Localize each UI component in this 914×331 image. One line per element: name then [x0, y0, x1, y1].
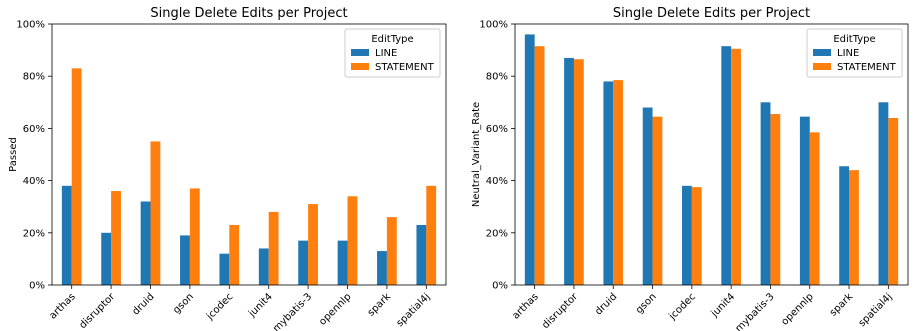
y-tick-label: 80%: [486, 72, 508, 83]
y-tick-label: 80%: [23, 72, 45, 83]
plot-frame: [51, 23, 447, 286]
x-tick-label: opennlp: [780, 291, 816, 327]
bar-line-spatial4j: [416, 224, 427, 285]
y-tick-label: 40%: [23, 176, 45, 187]
x-tick-label: mybatis-3: [733, 291, 776, 331]
chart-title: Single Delete Edits per Project: [150, 6, 347, 21]
x-tick-label: druid: [593, 291, 619, 317]
bar-line-jcodec: [682, 185, 692, 285]
bar-statement-spatial4j: [888, 117, 899, 286]
x-tick-label: gson: [634, 291, 659, 316]
bar-statement-arthas: [534, 46, 545, 286]
legend-swatch-statement: [813, 63, 831, 70]
y-tick-label: 20%: [486, 228, 508, 239]
x-tick-label: mybatis-3: [271, 291, 314, 331]
bar-statement-mybatis-3: [770, 114, 781, 285]
bar-line-gson: [180, 235, 190, 285]
bar-statement-junit4: [268, 211, 279, 285]
bar-line-mybatis-3: [760, 102, 771, 285]
bar-line-arthas: [61, 185, 72, 285]
bar-statement-disruptor: [111, 191, 121, 285]
x-tick-label: disruptor: [540, 291, 580, 331]
bar-line-jcodec: [219, 253, 230, 285]
y-tick-label: 100%: [16, 20, 45, 31]
bar-statement-arthas: [71, 68, 82, 286]
bar-statement-jcodec: [229, 224, 240, 285]
y-axis-label: Passed: [8, 137, 19, 172]
bar-line-mybatis-3: [298, 240, 309, 285]
bar-line-spark: [377, 251, 387, 285]
bar-statement-gson: [652, 116, 663, 285]
x-tick-label: jcodec: [667, 291, 698, 322]
y-tick-label: 60%: [23, 124, 45, 135]
bar-line-junit4: [721, 46, 732, 286]
bar-statement-spark: [849, 170, 859, 285]
bar-line-disruptor: [564, 57, 574, 286]
legend-swatch-statement: [351, 63, 369, 70]
bar-statement-disruptor: [573, 59, 584, 285]
bar-line-druid: [603, 81, 614, 285]
bar-statement-opennlp: [347, 196, 358, 285]
bar-statement-mybatis-3: [308, 204, 318, 285]
legend-swatch-line: [351, 49, 369, 56]
bar-statement-opennlp: [809, 132, 820, 285]
legend-label: LINE: [837, 48, 859, 59]
y-tick-label: 0%: [29, 281, 45, 292]
x-tick-label: gson: [171, 291, 196, 316]
chart-title: Single Delete Edits per Project: [613, 6, 810, 21]
bar-line-druid: [140, 201, 151, 285]
y-tick-label: 40%: [486, 176, 508, 187]
bar-statement-druid: [613, 80, 624, 286]
legend-title: EditType: [833, 34, 875, 45]
bar-line-spark: [839, 166, 850, 285]
y-tick-label: 0%: [492, 281, 508, 292]
bar-line-arthas: [524, 34, 535, 285]
legend-swatch-line: [813, 49, 831, 56]
legend-title: EditType: [371, 34, 413, 45]
legend-label: STATEMENT: [375, 62, 435, 73]
bar-line-spatial4j: [878, 102, 889, 285]
bar-statement-druid: [150, 141, 161, 285]
bar-line-junit4: [258, 248, 269, 285]
bar-line-disruptor: [101, 232, 112, 285]
bar-statement-junit4: [731, 48, 741, 285]
x-tick-label: spatial4j: [395, 291, 433, 329]
bar-line-opennlp: [337, 240, 348, 285]
bar-statement-spatial4j: [426, 185, 437, 285]
x-tick-label: junit4: [246, 291, 275, 320]
x-tick-label: spatial4j: [857, 291, 895, 329]
plot-frame: [514, 23, 909, 286]
y-tick-label: 20%: [23, 228, 45, 239]
x-tick-label: druid: [131, 291, 157, 317]
bar-line-gson: [642, 107, 653, 286]
bar-line-opennlp: [799, 116, 810, 285]
legend-label: LINE: [375, 48, 397, 59]
x-tick-label: spark: [366, 291, 393, 318]
x-tick-label: spark: [828, 291, 855, 318]
legend-label: STATEMENT: [837, 62, 897, 73]
x-tick-label: jcodec: [204, 291, 235, 322]
x-tick-label: opennlp: [317, 291, 353, 327]
y-tick-label: 60%: [486, 124, 508, 135]
y-tick-label: 100%: [479, 20, 508, 31]
x-tick-label: disruptor: [77, 291, 117, 331]
bar-statement-gson: [189, 188, 200, 285]
x-tick-label: arthas: [48, 291, 78, 321]
x-tick-label: junit4: [709, 291, 738, 320]
x-tick-label: arthas: [510, 291, 540, 321]
bar-statement-spark: [386, 217, 397, 285]
y-axis-label: Neutral_Variant_Rate: [471, 102, 482, 207]
bar-statement-jcodec: [691, 187, 702, 285]
